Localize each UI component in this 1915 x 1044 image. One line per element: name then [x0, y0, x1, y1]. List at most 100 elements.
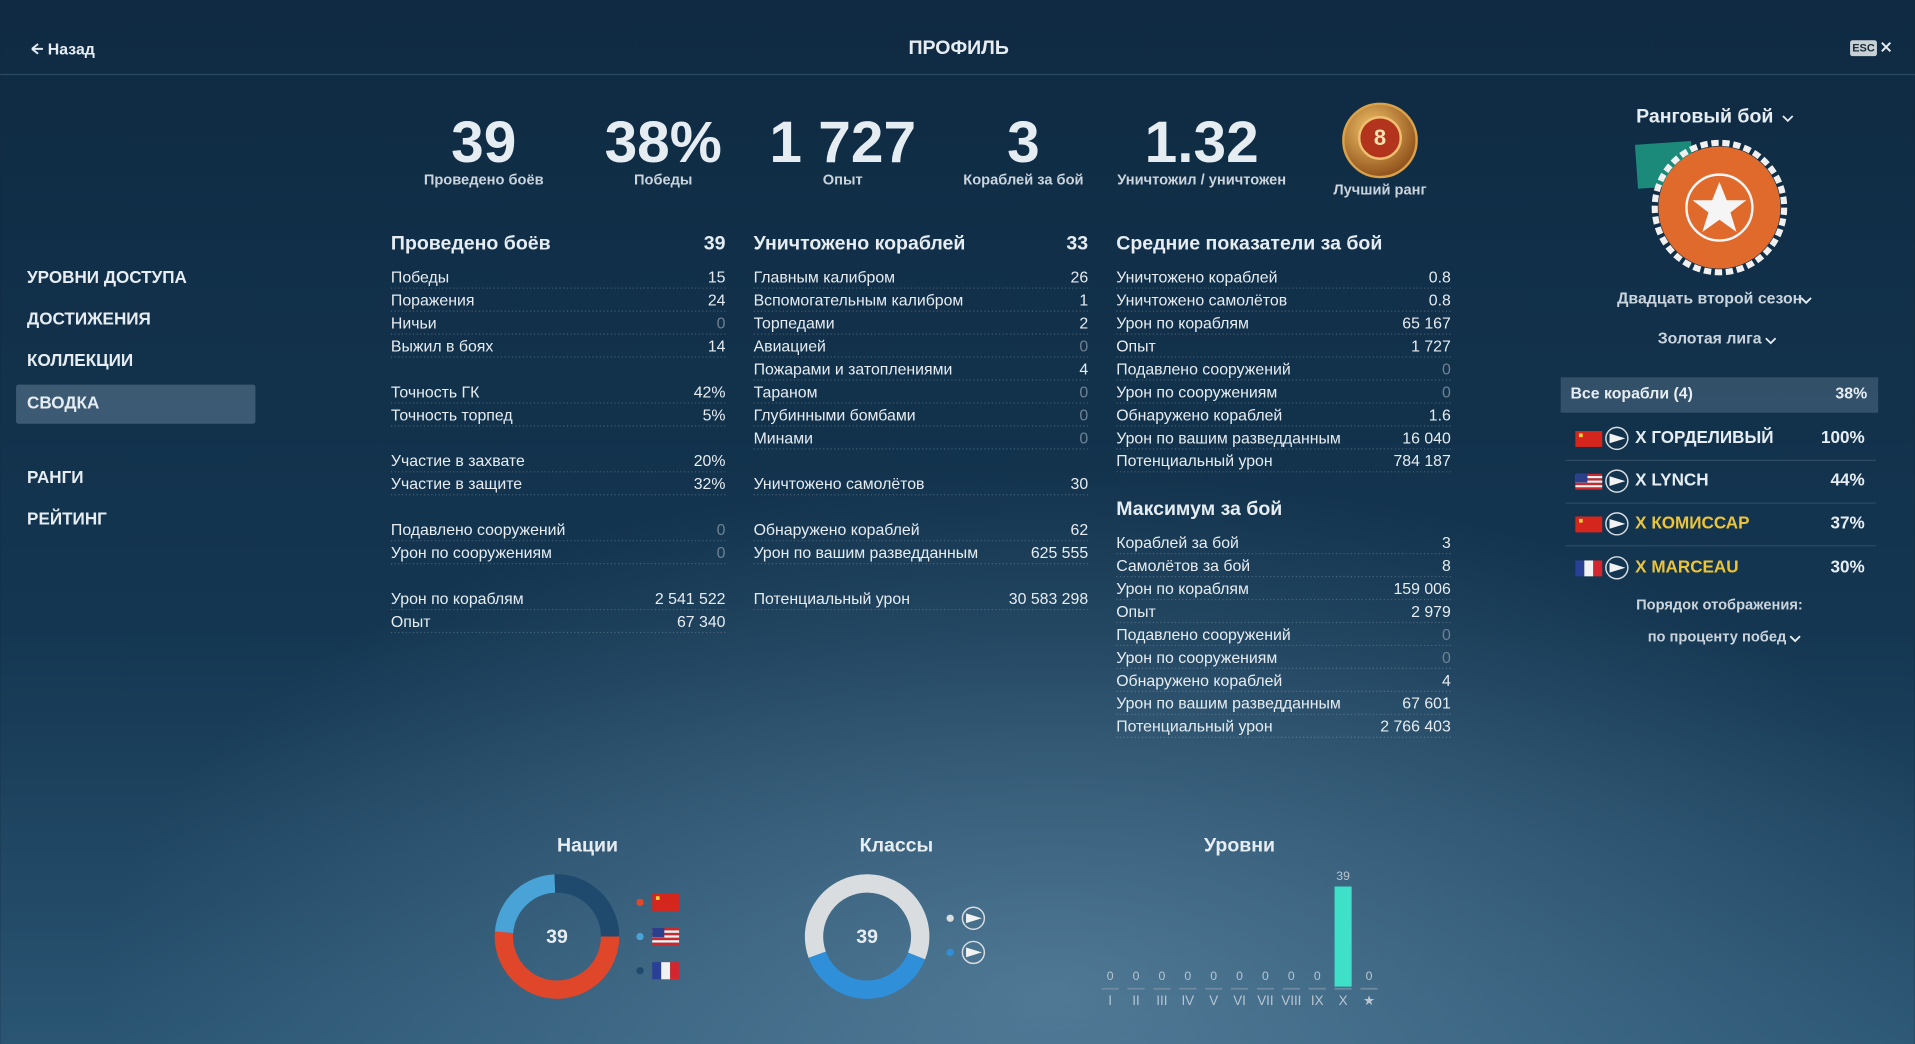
nav-item[interactable]: СВОДКА: [16, 384, 256, 424]
esc-label: ESC: [1852, 43, 1875, 55]
flag-emblem: [1579, 433, 1583, 438]
stat-label: Авиацией: [754, 338, 826, 355]
donut-segment: [804, 874, 930, 960]
stat-value: 2 979: [1411, 604, 1451, 621]
flag-stripe: [1575, 478, 1603, 481]
level-label: ★: [1363, 993, 1375, 1008]
stat-value: 42%: [694, 384, 726, 401]
stat-value: 67 601: [1402, 696, 1451, 713]
nav-item[interactable]: РЕЙТИНГ: [27, 510, 107, 529]
donut-segment: [554, 874, 620, 937]
donut-segment: [808, 951, 926, 999]
section-value: 39: [704, 232, 726, 254]
ship-row[interactable]: X MARCEAU 30%: [1575, 556, 1865, 580]
ship-class-icon: [1605, 426, 1629, 451]
stat-label: Потенциальный урон: [754, 591, 910, 608]
ships-header-bg: [1560, 377, 1879, 413]
esc-key: [1850, 40, 1877, 57]
nav-item[interactable]: УРОВНИ ДОСТУПА: [27, 268, 187, 287]
nav-item[interactable]: КОЛЛЕКЦИИ: [27, 351, 133, 370]
level-baseline: [1205, 987, 1223, 990]
chevron-icon: [1782, 115, 1794, 123]
mode-dropdown[interactable]: Ранговый бой: [1636, 105, 1794, 127]
stat-label: Урон по вашим разведданным: [1116, 430, 1341, 447]
stat-label: Уничтожено самолётов: [754, 476, 925, 493]
stat-label: Пожарами и затоплениями: [754, 361, 953, 378]
stat-value: 4: [1079, 361, 1088, 378]
stat-value: 625 555: [1031, 545, 1089, 562]
level-baseline: [1127, 987, 1145, 990]
rank-badge-inner: [1358, 116, 1402, 160]
stat-label: Обнаружено кораблей: [1116, 407, 1282, 424]
legend-dot: [946, 914, 954, 922]
stat-value: 0: [1442, 361, 1451, 378]
ship-row[interactable]: X LYNCH 44%: [1565, 469, 1876, 504]
flag-field: [1575, 516, 1603, 533]
stat-value: 784 187: [1393, 453, 1451, 470]
stat-value: 30: [1071, 476, 1089, 493]
stat-value: 67 340: [677, 614, 726, 631]
flag-band: [652, 962, 662, 980]
back-button[interactable]: Назад: [31, 41, 95, 58]
stat-label: Урон по кораблям: [1116, 315, 1249, 332]
flag-icon: [652, 893, 680, 911]
stat-label: Урон по сооружениям: [1116, 384, 1277, 401]
nav-item[interactable]: ДОСТИЖЕНИЯ: [27, 309, 151, 328]
stat-label: Самолётов за бой: [1116, 558, 1250, 575]
donut-center-label: 39: [856, 926, 878, 948]
chevron-icon: [1765, 337, 1777, 345]
stat-value: 32%: [694, 476, 726, 493]
page-title: ПРОФИЛЬ: [909, 37, 1009, 59]
season-dropdown[interactable]: Двадцать второй сезон: [1617, 290, 1812, 307]
flag-stripe: [1575, 485, 1603, 488]
stat-value: 0: [1442, 627, 1451, 644]
nav-selected-bg: [16, 384, 256, 424]
back-arrow: [31, 43, 43, 55]
nav-item[interactable]: РАНГИ: [27, 468, 84, 487]
stat-label: Вспомогательным калибром: [754, 293, 964, 310]
close-button[interactable]: ESC: [1850, 40, 1892, 57]
legend-dot: [636, 932, 644, 941]
sort-dropdown[interactable]: по проценту побед: [1648, 629, 1801, 645]
stat-label: Участие в защите: [391, 476, 522, 493]
level-value: 0: [1133, 969, 1140, 983]
ship-row[interactable]: X ГОРДЕЛИВЫЙ 100%: [1565, 426, 1876, 461]
stat-label: Торпедами: [754, 315, 835, 332]
stat-label: Обнаружено кораблей: [754, 522, 920, 539]
level-value: 0: [1236, 969, 1243, 983]
section-title: Максимум за бой: [1116, 498, 1282, 520]
stat-value: 0.8: [1429, 270, 1451, 287]
flag-stripe: [652, 942, 680, 946]
stat-label: Уничтожено кораблей: [1116, 270, 1277, 287]
flag-stripe: [652, 940, 680, 943]
summary-value: 38%: [605, 110, 722, 175]
level-value: 0: [1159, 969, 1166, 983]
level-label: IX: [1311, 993, 1324, 1008]
close-icon: [1881, 42, 1892, 52]
chevron-icon: [1789, 635, 1801, 643]
level-baseline: [1334, 987, 1352, 990]
summary-label: Уничтожил / уничтожен: [1117, 173, 1286, 189]
sort-value: по проценту побед: [1648, 629, 1787, 645]
stat-value: 0: [1079, 384, 1088, 401]
league-dropdown[interactable]: Золотая лига: [1658, 331, 1777, 348]
flag-canton: [1575, 473, 1588, 483]
level-baseline: [1153, 987, 1171, 990]
stat-value: 0: [1442, 384, 1451, 401]
ship-name: X ГОРДЕЛИВЫЙ: [1635, 428, 1773, 447]
level-value: 0: [1107, 969, 1114, 983]
stat-value: 20%: [694, 453, 726, 470]
nav-label: СВОДКА: [27, 394, 99, 413]
summary-label: Кораблей за бой: [963, 173, 1083, 189]
nav-label: РЕЙТИНГ: [27, 510, 107, 529]
summary-label: Опыт: [823, 173, 863, 189]
ship-class-icon: [1605, 556, 1629, 580]
sort-label: Порядок отображения:: [1636, 598, 1803, 614]
level-label: X: [1339, 993, 1348, 1008]
stat-label: Уничтожено самолётов: [1116, 293, 1287, 310]
chevron-icon: [1800, 297, 1812, 305]
ship-row[interactable]: X КОМИССАР 37%: [1565, 512, 1876, 547]
stat-value: 2 541 522: [655, 591, 726, 608]
rank-emblem-chain: [1651, 139, 1788, 276]
stat-label: Минами: [754, 430, 813, 447]
